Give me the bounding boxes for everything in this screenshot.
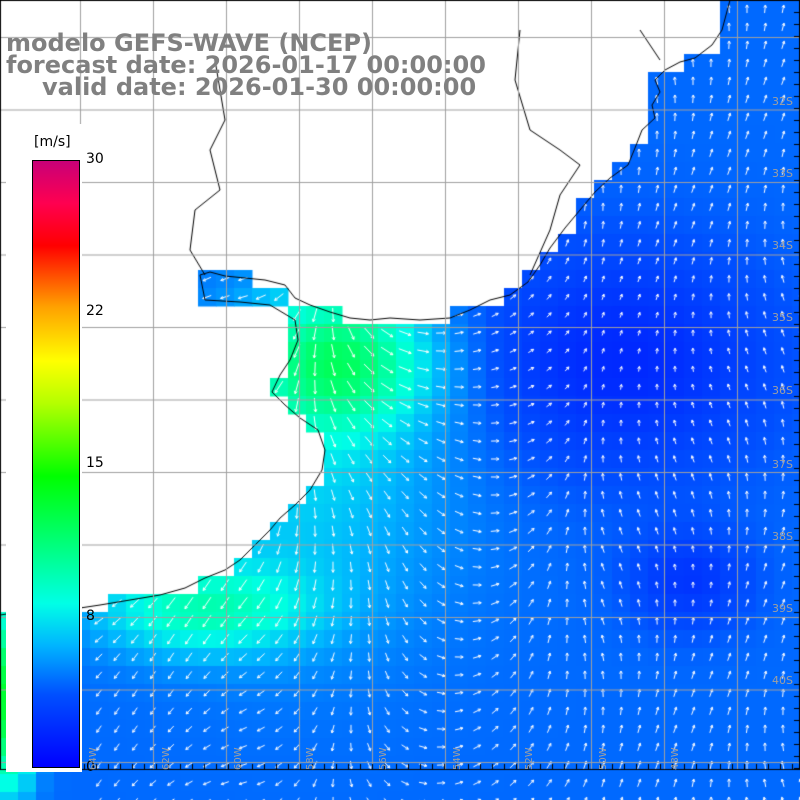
lon-label-60w: 60W: [233, 747, 244, 770]
title-valid-date: valid date: 2026-01-30 00:00:00: [42, 73, 477, 101]
lat-label-34s: 34S: [772, 239, 793, 252]
lon-label-50w: 50W: [598, 747, 609, 770]
lon-label-48w: 48W: [670, 747, 681, 770]
lat-label-32s: 32S: [772, 95, 793, 108]
lat-label-33s: 33S: [772, 167, 793, 180]
lon-label-62w: 62W: [161, 747, 172, 770]
colorbar-tick-22: 22: [86, 303, 104, 319]
colorbar-tick-0: 0: [86, 759, 95, 775]
lon-label-54w: 54W: [452, 747, 463, 770]
title-forecast-date: forecast date: 2026-01-17 00:00:00: [6, 51, 486, 79]
colorbar-tick-30: 30: [86, 151, 104, 167]
colorbar-tick-8: 8: [86, 608, 95, 624]
lat-label-37s: 37S: [772, 458, 793, 471]
colorbar-tick-15: 15: [86, 455, 104, 471]
lat-label-39s: 39S: [772, 602, 793, 615]
lon-label-64w: 64W: [88, 747, 99, 770]
lat-label-40s: 40S: [772, 674, 793, 687]
lat-label-35s: 35S: [772, 311, 793, 324]
title-model: modelo GEFS-WAVE (NCEP): [6, 29, 372, 57]
lon-label-58w: 58W: [305, 747, 316, 770]
lon-label-52w: 52W: [524, 747, 535, 770]
colorbar-unit: [m/s]: [34, 134, 71, 150]
lat-label-38s: 38S: [772, 530, 793, 543]
lon-label-56w: 56W: [378, 747, 389, 770]
colorbar: [32, 160, 80, 768]
lat-label-36s: 36S: [772, 384, 793, 397]
